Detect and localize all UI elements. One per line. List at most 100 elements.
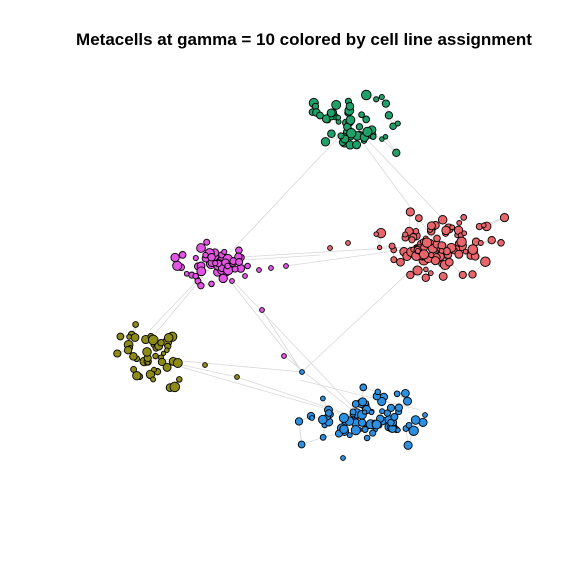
- metacell-node: [497, 239, 505, 247]
- inter-cluster-edge: [224, 124, 351, 259]
- metacell-node: [221, 248, 228, 255]
- metacell-node: [294, 417, 304, 426]
- metacell-node: [299, 369, 305, 375]
- metacell-node: [386, 403, 396, 412]
- metacell-node: [415, 214, 423, 222]
- metacell-node: [113, 349, 122, 358]
- metacell-node: [202, 251, 209, 259]
- metacell-node: [359, 383, 368, 392]
- metacell-node: [377, 396, 387, 407]
- metacell-node: [362, 409, 368, 415]
- metacell-node: [392, 148, 401, 157]
- metacell-node: [123, 346, 133, 355]
- metacell-node: [130, 333, 140, 342]
- metacell-node: [462, 248, 469, 255]
- metacell-node: [390, 256, 398, 264]
- metacell-node: [132, 371, 142, 381]
- metacell-node: [421, 273, 430, 282]
- inter-cluster-edge: [236, 376, 366, 421]
- metacell-node: [164, 347, 170, 353]
- metacell-node: [152, 352, 159, 360]
- metacell-node: [176, 376, 183, 383]
- metacell-node: [327, 245, 333, 251]
- metacell-node: [422, 412, 428, 418]
- metacell-node: [151, 366, 157, 373]
- metacell-node: [405, 421, 413, 429]
- metacell-node: [426, 221, 436, 231]
- metacell-node: [456, 236, 467, 247]
- metacell-node: [401, 388, 410, 398]
- metacell-node: [454, 249, 464, 259]
- metacell-node: [393, 390, 401, 398]
- metacell-node: [499, 213, 510, 223]
- metacell-node: [381, 99, 391, 108]
- metacell-node: [395, 427, 401, 433]
- metacell-node: [235, 258, 244, 266]
- metacell-node: [378, 93, 385, 101]
- metacell-node: [224, 262, 231, 270]
- metacell-node: [412, 265, 423, 276]
- metacell-node: [388, 242, 396, 250]
- metacell-node: [408, 425, 419, 436]
- metacell-node: [467, 244, 479, 255]
- metacell-node: [430, 256, 440, 266]
- metacell-node: [316, 111, 324, 120]
- metacell-node: [349, 408, 357, 416]
- metacell-node: [405, 207, 415, 217]
- metacell-node: [387, 418, 395, 427]
- metacell-node: [208, 280, 215, 288]
- metacell-node: [449, 224, 456, 231]
- inter-cluster-edge: [224, 244, 439, 259]
- metacell-node: [268, 265, 274, 271]
- metacell-node: [116, 332, 125, 341]
- metacell-node: [172, 358, 183, 368]
- metacell-node: [229, 278, 235, 284]
- metacell-node: [481, 222, 487, 229]
- metacell-node: [218, 273, 228, 284]
- metacell-node: [142, 347, 152, 357]
- metacell-node: [369, 429, 377, 437]
- metacell-node: [339, 424, 349, 434]
- metacell-node: [196, 243, 206, 253]
- metacell-node: [468, 270, 477, 279]
- metacell-node: [160, 350, 167, 357]
- metacell-node: [196, 266, 207, 277]
- metacell-node: [346, 432, 353, 439]
- metacell-node: [170, 252, 180, 263]
- metacell-node: [320, 395, 326, 402]
- metacell-node: [361, 89, 372, 101]
- metacell-node: [327, 129, 336, 138]
- metacell-node: [373, 231, 379, 237]
- metacell-node: [212, 260, 219, 267]
- metacell-node: [460, 214, 468, 221]
- metacell-node: [202, 362, 208, 368]
- inter-cluster-edge: [301, 244, 439, 373]
- metacell-node: [297, 440, 306, 449]
- metacell-node: [408, 236, 416, 244]
- metacell-node: [406, 270, 415, 280]
- metacell-node: [331, 99, 342, 110]
- metacell-node: [338, 412, 349, 423]
- metacell-node: [444, 257, 454, 267]
- metacell-node: [203, 238, 211, 246]
- metacell-node: [390, 412, 399, 421]
- metacell-node: [309, 415, 315, 421]
- metacell-node: [242, 273, 248, 279]
- metacell-node: [256, 267, 262, 273]
- metacell-node: [362, 126, 373, 137]
- metacell-node: [382, 134, 389, 140]
- metacell-node: [480, 256, 491, 267]
- metacell-node: [363, 434, 371, 442]
- metacell-node: [423, 266, 429, 273]
- metacell-node: [355, 123, 364, 131]
- metacell-node: [358, 397, 368, 407]
- metacell-node: [192, 254, 199, 262]
- metacell-node: [346, 128, 357, 139]
- metacell-node: [345, 240, 351, 246]
- metacell-node: [132, 321, 139, 328]
- inter-cluster-edge: [349, 124, 439, 246]
- metacell-node: [207, 253, 216, 262]
- metacell-node: [373, 96, 380, 103]
- metacell-node: [162, 362, 172, 372]
- metacell-node: [376, 244, 383, 251]
